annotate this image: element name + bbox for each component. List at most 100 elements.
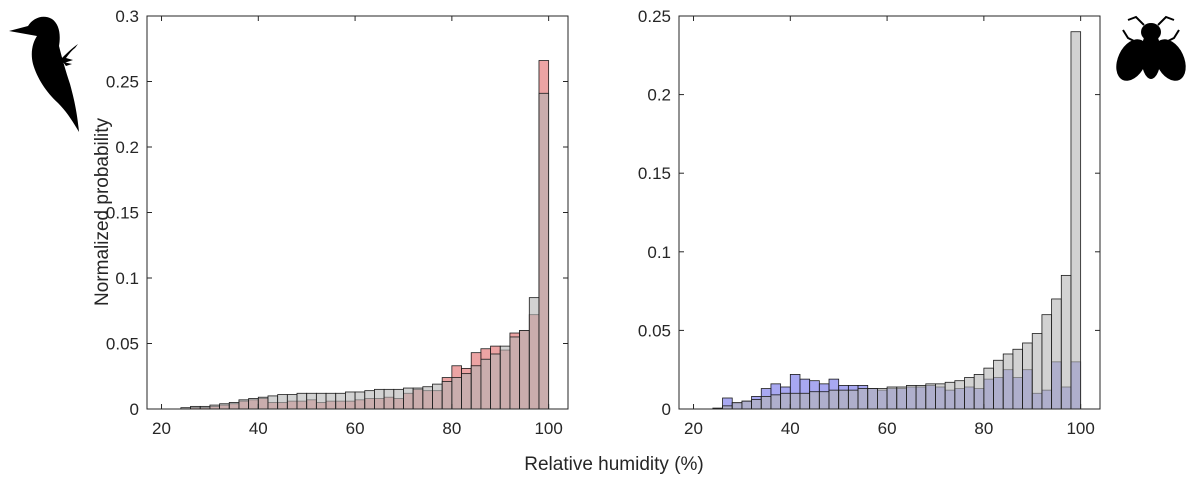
right-ytick-label-5: 0.25 — [638, 7, 671, 26]
right-series1-bar-98 — [1070, 31, 1082, 410]
right-series1-bar-48 — [828, 389, 840, 410]
right-series1-bar-72 — [944, 381, 956, 410]
right-series1-bar-62 — [896, 386, 907, 410]
right-ticks: 20 40 60 80 100 0 0.05 0.1 0.15 0.2 0.25 — [638, 7, 1100, 438]
left-histogram-panel: 20 40 60 80 100 0 0.05 0.1 0.15 0.2 0.25 0.3 — [106, 7, 569, 438]
left-xtick-label-100: 100 — [534, 419, 562, 438]
left-xtick-label-20: 20 — [152, 419, 171, 438]
left-series1-bar-54 — [325, 392, 337, 410]
fly-icon — [1116, 15, 1186, 81]
right-series1-bar-34 — [760, 396, 772, 410]
left-ytick-label-2: 0.1 — [115, 269, 139, 288]
right-ytick-label-4: 0.2 — [647, 86, 671, 105]
left-series1-bar-46 — [286, 394, 298, 410]
left-ytick-label-0: 0 — [130, 400, 139, 419]
right-series1-bar-74 — [954, 380, 965, 410]
left-series1-bar-30 — [209, 404, 220, 410]
right-series1-bar-82 — [993, 359, 1004, 410]
left-series1-bar-68 — [393, 388, 404, 410]
right-series1-bar-30 — [741, 400, 752, 410]
left-series1-bar-34 — [228, 402, 240, 410]
left-series1-bar-40 — [257, 396, 269, 410]
left-ytick-label-4: 0.2 — [115, 138, 139, 157]
right-axes-box — [678, 15, 1101, 410]
right-series1-bar-90 — [1031, 333, 1043, 410]
right-series1-bar-50 — [838, 389, 849, 410]
right-series1-bar-88 — [1022, 342, 1033, 410]
right-series1-bar-64 — [906, 385, 917, 410]
left-series1-bar-92 — [509, 336, 521, 410]
right-series1-bar-46 — [818, 391, 830, 410]
right-series1-bar-84 — [1002, 353, 1014, 410]
right-series1-bar-96 — [1060, 274, 1072, 410]
left-series1-bar-76 — [432, 383, 443, 410]
right-ytick-label-0: 0 — [662, 400, 671, 419]
left-xtick-label-80: 80 — [442, 419, 461, 438]
right-series1-bar-40 — [789, 392, 801, 410]
left-ytick-label-5: 0.25 — [106, 73, 139, 92]
left-series1-bar-80 — [451, 377, 462, 410]
left-series1-bar-98 — [538, 92, 550, 410]
left-series1-bar-58 — [344, 391, 356, 410]
left-series1-bar-78 — [441, 381, 453, 410]
left-series1-bar-48 — [296, 392, 308, 410]
right-series1-bar-78 — [973, 374, 985, 410]
right-series1-bar-68 — [925, 383, 936, 410]
right-series1-bar-36 — [770, 394, 782, 410]
right-series1-bar-60 — [886, 386, 898, 410]
woodpecker-icon — [9, 16, 79, 132]
left-series1-bar-64 — [374, 388, 385, 410]
left-bars — [180, 60, 550, 410]
right-histogram-panel: 20 40 60 80 100 0 0.05 0.1 0.15 0.2 0.25 — [638, 7, 1101, 438]
left-series1-bar-70 — [403, 387, 414, 410]
left-ticks: 20 40 60 80 100 0 0.05 0.1 0.15 0.2 0.25 0.3 — [106, 7, 568, 438]
left-series1-bar-32 — [219, 403, 230, 410]
right-series1-bar-54 — [857, 388, 869, 410]
right-series1-bar-92 — [1041, 314, 1053, 410]
left-ytick-label-6: 0.3 — [115, 7, 139, 26]
right-series1-bar-38 — [780, 392, 791, 410]
right-series1-bar-32 — [751, 399, 762, 410]
left-series1-bar-90 — [499, 345, 511, 410]
right-series1-bar-56 — [867, 388, 878, 410]
right-series1-bar-66 — [915, 385, 927, 410]
left-series1-bar-88 — [490, 353, 501, 410]
right-series1-bar-28 — [731, 402, 743, 410]
right-xtick-label-20: 20 — [684, 419, 703, 438]
right-xtick-label-80: 80 — [974, 419, 993, 438]
left-xtick-label-60: 60 — [346, 419, 365, 438]
y-axis-label: Normalized probability — [92, 118, 113, 306]
left-series1-bar-82 — [461, 373, 472, 410]
left-series1-bar-96 — [528, 297, 540, 410]
left-series1-bar-44 — [277, 394, 288, 410]
right-series1-bar-94 — [1051, 298, 1062, 410]
right-series1-bar-42 — [799, 392, 811, 410]
left-series1-bar-56 — [335, 392, 346, 410]
left-series1-bar-72 — [412, 387, 424, 410]
left-series1-bar-74 — [422, 386, 433, 410]
left-series1-bar-84 — [470, 365, 482, 410]
x-axis-label: Relative humidity (%) — [524, 454, 704, 475]
left-series1-bar-50 — [306, 392, 317, 410]
left-series1-bar-66 — [383, 388, 395, 410]
left-series1-bar-38 — [248, 398, 259, 410]
left-series1-bar-60 — [354, 391, 366, 410]
right-ytick-label-3: 0.15 — [638, 164, 671, 183]
right-ytick-label-2: 0.1 — [647, 243, 671, 262]
left-series1-bar-52 — [315, 392, 327, 410]
right-series1-bar-44 — [809, 391, 820, 410]
right-series1-bar-76 — [964, 377, 975, 410]
right-series1-bar-70 — [935, 383, 946, 410]
right-bars — [712, 31, 1082, 410]
left-ytick-label-3: 0.15 — [106, 204, 139, 223]
left-series1-bar-36 — [238, 399, 250, 410]
left-series1-bar-62 — [364, 390, 375, 410]
right-xtick-label-40: 40 — [781, 419, 800, 438]
right-series1-bar-58 — [877, 388, 888, 410]
right-series1-bar-86 — [1012, 348, 1023, 410]
left-series1-bar-94 — [519, 329, 530, 410]
left-series1-bar-42 — [267, 395, 279, 410]
right-series1-bar-80 — [983, 367, 994, 410]
left-xtick-label-40: 40 — [249, 419, 268, 438]
